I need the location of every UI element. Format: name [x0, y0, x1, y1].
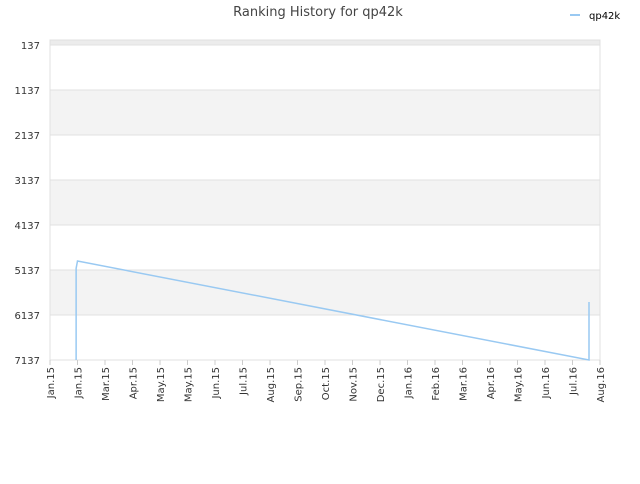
x-tick-label: Jun.15 — [211, 367, 222, 400]
x-tick-label: Jul.16 — [569, 367, 580, 396]
y-tick-label: 1137 — [15, 86, 40, 97]
x-tick-label: Apr.15 — [129, 367, 140, 399]
x-tick-label: Jan.15 — [46, 367, 57, 399]
x-tick-label: May.15 — [184, 367, 195, 402]
grid-band — [50, 135, 600, 180]
x-tick-label: Jan.16 — [404, 367, 415, 399]
grid-band — [50, 180, 600, 225]
plot-top-strip — [50, 40, 600, 45]
x-tick-label: Nov.15 — [349, 367, 360, 402]
x-tick-label: Jan.15 — [74, 367, 85, 399]
y-tick-label: 3137 — [15, 176, 40, 187]
x-tick-label: Sep.15 — [294, 367, 305, 402]
grid-band — [50, 315, 600, 360]
chart-title: Ranking History for qp42k — [233, 5, 403, 20]
x-tick-label: Aug.16 — [596, 367, 607, 402]
grid-band — [50, 225, 600, 270]
x-tick-label: Oct.15 — [321, 367, 332, 400]
x-tick-label: Apr.16 — [486, 367, 497, 399]
y-tick-label: 137 — [21, 41, 40, 52]
x-tick-label: May.15 — [156, 367, 167, 402]
y-tick-label: 2137 — [15, 131, 40, 142]
x-tick-label: Mar.16 — [459, 367, 470, 401]
x-tick-label: Dec.15 — [376, 367, 387, 402]
line-series — [75, 260, 590, 361]
grid-band — [50, 45, 600, 90]
legend-label: qp42k — [589, 11, 620, 22]
x-tick-label: Jul.15 — [239, 367, 250, 396]
x-tick-label: Aug.15 — [266, 367, 277, 402]
grid-band — [50, 90, 600, 135]
y-tick-label: 5137 — [15, 266, 40, 277]
y-tick-label: 6137 — [15, 311, 40, 322]
x-tick-label: Feb.16 — [431, 367, 442, 401]
y-tick-label: 4137 — [15, 221, 40, 232]
x-tick-label: May.16 — [514, 367, 525, 402]
grid-band — [50, 270, 600, 315]
y-tick-label: 7137 — [15, 356, 40, 367]
x-tick-label: Jun.16 — [541, 367, 552, 400]
x-tick-label: Mar.15 — [101, 367, 112, 401]
